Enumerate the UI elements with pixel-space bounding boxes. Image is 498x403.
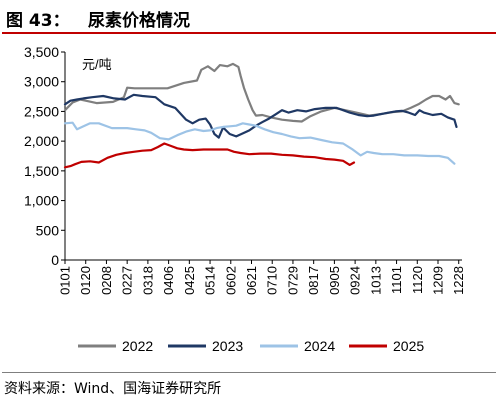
series-line-2024 — [63, 121, 456, 165]
x-tick-label: 0905 — [327, 266, 342, 295]
x-tick-label: 0406 — [161, 266, 176, 295]
series-line-2025 — [63, 142, 356, 169]
x-tick-label: 0208 — [99, 266, 114, 295]
y-tick-label: 3,000 — [24, 74, 59, 90]
figure-number: 图 43： — [6, 11, 70, 31]
x-tick-label: 1101 — [389, 266, 404, 294]
x-tick-label: 0318 — [140, 266, 155, 295]
x-tick-label: 0514 — [203, 266, 218, 295]
x-tick-label: 0101 — [58, 266, 73, 295]
x-tick-label: 0710 — [265, 266, 280, 295]
y-tick-label: 0 — [51, 252, 59, 268]
x-tick-label: 0425 — [182, 266, 197, 295]
x-tick-label: 0621 — [244, 266, 259, 295]
series-line-2022 — [63, 62, 460, 123]
x-tick-label: 1228 — [451, 266, 466, 295]
x-tick-label: 0924 — [348, 266, 363, 295]
axes: 0 500 1,000 1,500 2,000 2,500 3,000 3,500 0101 01… — [24, 44, 466, 295]
y-unit-label: 元/吨 — [82, 57, 112, 72]
header-rule — [2, 32, 496, 34]
source-note: 资料来源：Wind、国海证券研究所 — [4, 381, 222, 397]
legend-item-2025: 2025 — [349, 338, 424, 354]
figure-header: 图 43： 尿素价格情况 — [4, 2, 494, 32]
figure-title: 尿素价格情况 — [88, 11, 190, 31]
urea-price-chart: 元/吨 0 500 1,000 1,500 2,000 2,500 3,000 3,500 01… — [24, 44, 466, 354]
y-tick-label: 3,500 — [24, 44, 59, 60]
x-tick-label: 0729 — [285, 266, 300, 295]
legend: 2022 2023 2024 2025 — [78, 338, 424, 354]
x-tick-label: 0120 — [78, 266, 93, 295]
x-tick-label: 1209 — [431, 266, 446, 295]
y-tick-label: 1,500 — [24, 163, 59, 179]
y-tick-label: 2,000 — [24, 133, 59, 149]
x-tick-label: 1120 — [410, 266, 425, 294]
footer-rule — [2, 372, 496, 373]
x-tick-label: 0227 — [120, 266, 135, 295]
series-line-2023 — [63, 93, 458, 139]
x-tick-label: 0817 — [306, 266, 321, 295]
x-tick-label: 0602 — [223, 266, 238, 295]
series-layer — [63, 62, 460, 169]
x-tick-label: 1013 — [368, 266, 383, 295]
y-tick-label: 500 — [36, 222, 60, 238]
legend-label: 2024 — [304, 338, 335, 354]
legend-label: 2025 — [393, 338, 424, 354]
y-tick-label: 1,000 — [24, 193, 59, 209]
legend-item-2024: 2024 — [260, 338, 335, 354]
legend-label: 2023 — [212, 338, 243, 354]
legend-item-2023: 2023 — [168, 338, 243, 354]
legend-label: 2022 — [122, 338, 153, 354]
legend-item-2022: 2022 — [78, 338, 153, 354]
y-tick-label: 2,500 — [24, 103, 59, 119]
